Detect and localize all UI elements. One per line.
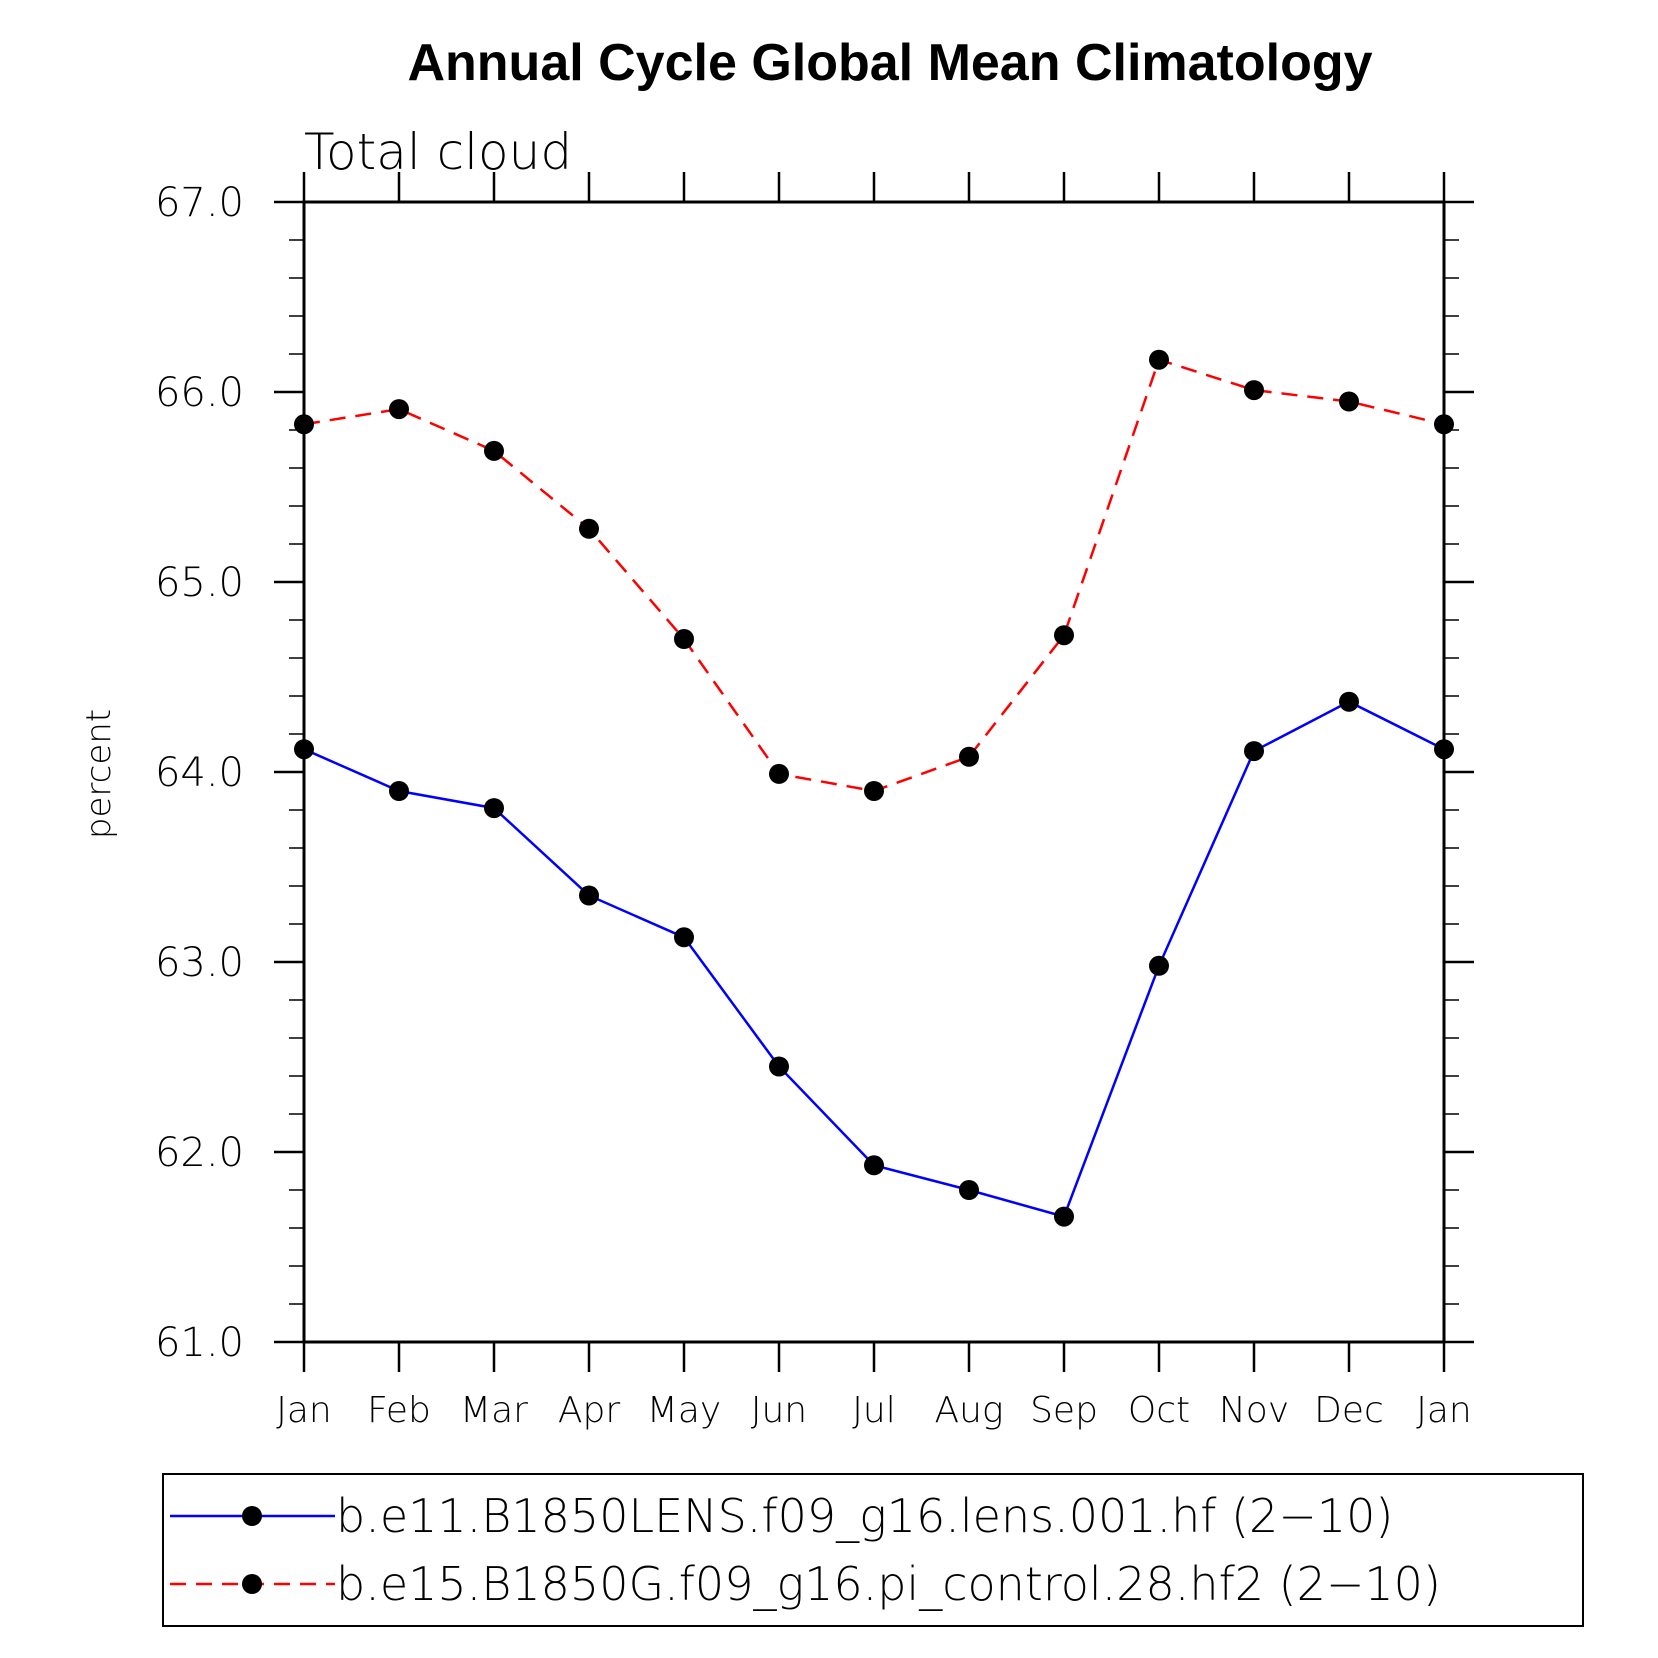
series-1-point (959, 1180, 979, 1200)
y-tick-label: 63.0 (155, 940, 244, 986)
y-tick-label: 67.0 (155, 180, 244, 226)
x-tick-label: Oct (1128, 1390, 1190, 1431)
x-tick-label: Jan (276, 1390, 332, 1431)
x-tick-label: Jul (852, 1390, 895, 1431)
axis-ticks: 61.0 62.0 63.0 64.0 65.0 66.0 67.0 Jan Feb Mar Apr… (155, 172, 1474, 1431)
legend-label-2: b.e15.B1850G.f09_g16.pi_control.28.hf2 (… (336, 1557, 1441, 1611)
x-tick-label: Sep (1030, 1390, 1098, 1431)
series-2-point (1434, 414, 1454, 435)
x-tick-label: Nov (1219, 1390, 1289, 1431)
series-1-point (1434, 739, 1454, 760)
series-layer (294, 349, 1454, 1227)
series-1-point (484, 798, 504, 819)
series-2-point (1244, 380, 1264, 401)
series-2-point (1054, 625, 1074, 646)
y-tick-label: 61.0 (155, 1320, 244, 1366)
legend-box (162, 1473, 1584, 1627)
series-2-point (294, 414, 314, 435)
series-1-point (769, 1056, 789, 1077)
legend-marker-1 (242, 1506, 262, 1526)
x-tick-label: Jun (751, 1390, 807, 1431)
x-tick-label: Aug (934, 1390, 1003, 1431)
y-axis-label: percent (79, 709, 119, 839)
series-1-point (1054, 1206, 1074, 1227)
chart-title: Annual Cycle Global Mean Climatology (407, 34, 1372, 92)
series-1-point (389, 781, 409, 801)
series-1-point (579, 885, 599, 906)
y-tick-label: 65.0 (155, 560, 244, 606)
series-2-point (959, 746, 979, 767)
legend-marker-2 (242, 1574, 262, 1594)
series-2-point (1149, 349, 1169, 370)
series-2-point (484, 440, 504, 461)
legend: b.e11.B1850LENS.f09_g16.lens.001.hf (2−1… (162, 1473, 1584, 1627)
series-1-point (1244, 741, 1264, 762)
series-1-point (1149, 955, 1169, 976)
series-1-point (674, 927, 694, 948)
series-2-point (389, 399, 409, 420)
x-tick-label: Mar (460, 1390, 528, 1431)
x-tick-label: Apr (558, 1390, 620, 1431)
series-1-point (864, 1155, 884, 1176)
series-line-1 (303, 700, 1445, 1219)
series-1-point (294, 739, 314, 760)
x-tick-label: Jan (1416, 1390, 1472, 1431)
x-tick-label: Dec (1314, 1390, 1384, 1431)
y-tick-label: 62.0 (155, 1130, 244, 1176)
x-tick-label: May (647, 1390, 721, 1431)
chart-subtitle: Total cloud (304, 123, 572, 181)
legend-label-1: b.e11.B1850LENS.f09_g16.lens.001.hf (2−1… (336, 1489, 1393, 1543)
series-2-point (579, 518, 599, 539)
series-line-2 (303, 358, 1445, 793)
x-tick-label: Feb (367, 1390, 431, 1431)
series-1-point (1339, 691, 1359, 712)
y-tick-label: 64.0 (155, 750, 244, 796)
series-2-point (674, 629, 694, 649)
series-2-point (1339, 391, 1359, 412)
series-2-point (864, 781, 884, 801)
y-tick-label: 66.0 (155, 370, 244, 416)
series-2-point (769, 763, 789, 784)
